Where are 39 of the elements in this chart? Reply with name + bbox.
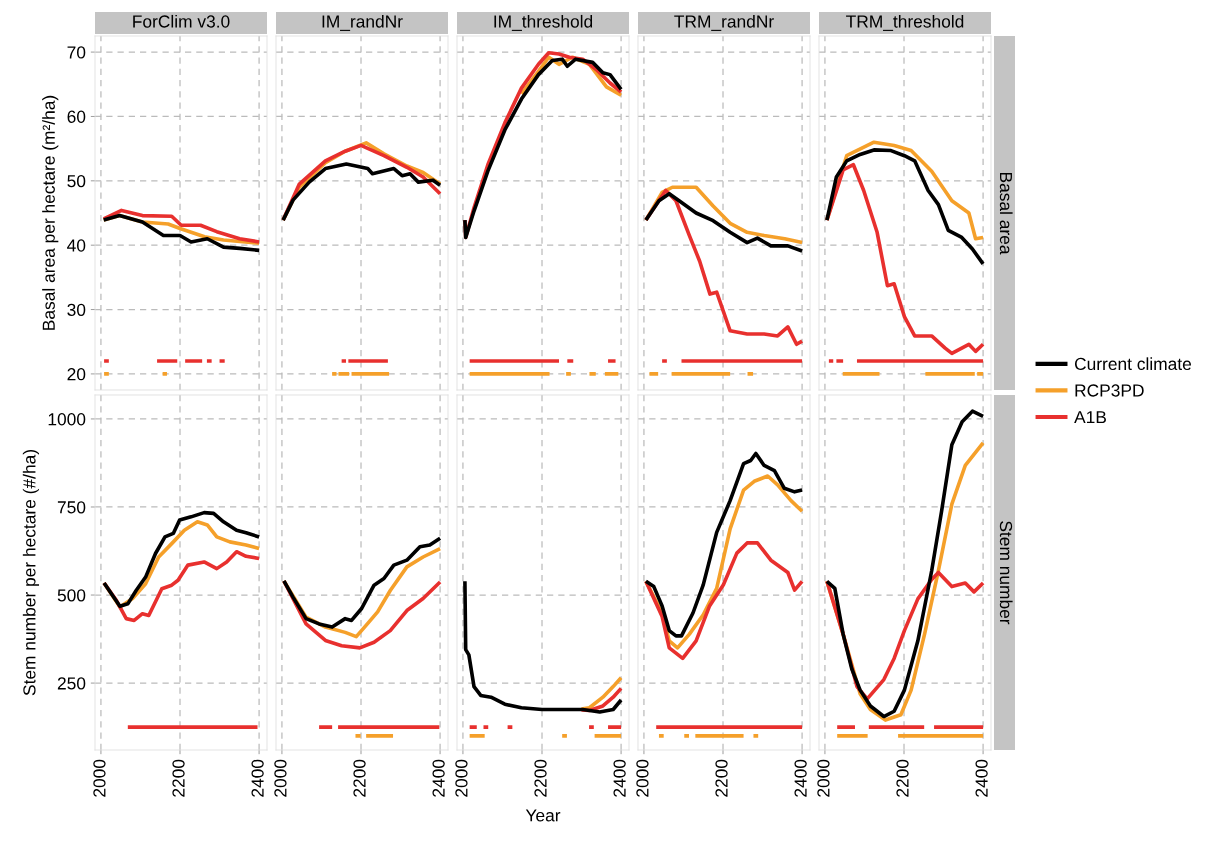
x-tick-label: 2400 (794, 759, 807, 797)
y-tick-label: 60 (67, 110, 86, 123)
x-tick-label: 2000 (274, 759, 287, 797)
x-tick-label: 2400 (432, 759, 445, 797)
line-series (101, 213, 261, 253)
x-tick-label: 2400 (975, 759, 988, 797)
y-axis-title: Stem number per hectare (#/ha) (22, 450, 40, 696)
chart-title: TRM_threshold (846, 14, 964, 31)
y2-axis-title: Stem number (999, 521, 1013, 625)
x-axis-title: Year (525, 809, 561, 822)
chart-title: IM_randNr (322, 14, 403, 31)
legend-label: RCP3PD (1075, 384, 1144, 397)
y-tick-label: 20 (67, 368, 86, 381)
x-tick-label: 2200 (172, 759, 185, 797)
x-tick-label: 2400 (251, 759, 264, 797)
x-tick-label: 2200 (534, 759, 547, 797)
y-axis-title: Basal area per hectare (m²/ha) (42, 95, 59, 330)
chart-title: TRM_randNr (674, 14, 774, 31)
chart-title: IM_threshold (494, 14, 593, 31)
x-tick-label: 2200 (896, 759, 909, 797)
y2-axis-title: Basal area (999, 172, 1013, 255)
y-tick-label: 1000 (48, 413, 86, 426)
x-tick-label: 2000 (817, 759, 830, 797)
x-tick-label: 2400 (613, 759, 626, 797)
y-tick-label: 50 (67, 174, 86, 188)
x-tick-label: 2000 (455, 759, 468, 797)
y-tick-label: 250 (57, 677, 86, 690)
legend-label: A1B (1074, 411, 1106, 424)
x-tick-label: 2000 (636, 759, 649, 797)
y-tick-label: 30 (67, 303, 86, 317)
x-tick-label: 2200 (715, 759, 728, 797)
legend-label: Current climate (1074, 357, 1192, 371)
chart-title: ForClim v3.0 (133, 14, 230, 28)
y-tick-label: 750 (57, 501, 86, 514)
y-tick-label: 70 (67, 46, 86, 59)
y-tick-label: 40 (67, 239, 86, 252)
x-tick-label: 2200 (353, 759, 366, 797)
x-tick-label: 2000 (93, 759, 106, 797)
y-tick-label: 500 (57, 589, 86, 602)
